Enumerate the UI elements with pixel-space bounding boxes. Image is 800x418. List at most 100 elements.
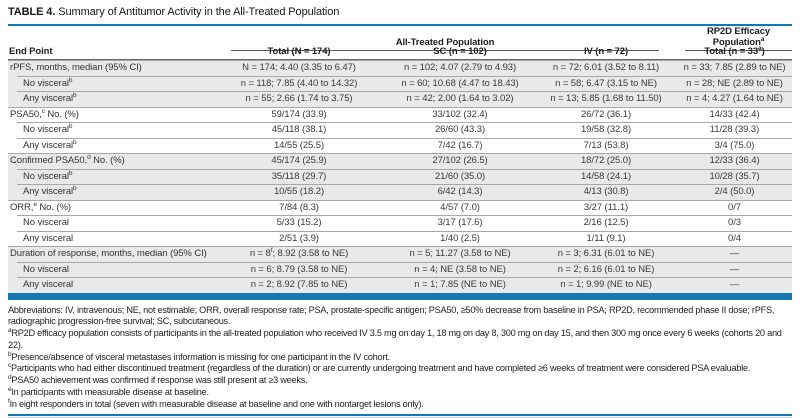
group-header-row: All-Treated Population RP2D Efficacy Pop… xyxy=(8,26,792,51)
row-value: 2/51 (3.9) xyxy=(279,232,319,244)
column-header-endpoint: End Point xyxy=(9,46,53,57)
group-header-rp2d: RP2D Efficacy Populationa xyxy=(685,26,792,51)
row-value: 26/60 (43.3) xyxy=(434,124,486,136)
row-value: n = 1; 7.85 (NE to NE) xyxy=(414,279,506,291)
row-value: 4/57 (7.0) xyxy=(440,201,480,213)
footnotes: Abbreviations: IV, intravenous; NE, not … xyxy=(8,305,792,411)
row-label: Confirmed PSA50,d No. (%) xyxy=(10,154,125,167)
row-value: 12/33 (36.4) xyxy=(709,155,760,167)
row-value: 3/17 (17.6) xyxy=(437,217,483,229)
row-value: 45/174 (25.9) xyxy=(271,155,327,167)
row-value: n = 4; 4.27 (1.64 to NE) xyxy=(686,93,783,105)
row-value: 27/102 (26.5) xyxy=(432,155,488,167)
row-value: n = 28; NE (2.89 to NE) xyxy=(686,77,783,89)
bottom-accent-bar xyxy=(8,292,792,300)
row-value: 6/42 (14.3) xyxy=(437,186,483,198)
row-value: — xyxy=(729,263,740,275)
table-body: rPFS, months, median (95% CI) N = 174; 4.… xyxy=(8,60,792,293)
column-header-row: End Point Total (N = 174) SC (n = 102) I… xyxy=(8,43,792,60)
row-value: 45/118 (38.1) xyxy=(271,124,327,136)
row-value: 3/4 (75.0) xyxy=(714,139,755,151)
footnote-line: eIn participants with measurable disease… xyxy=(8,386,209,398)
row-value: n = 1; 9.99 (NE to NE) xyxy=(560,279,652,291)
row-value: 2/16 (12.5) xyxy=(583,217,629,229)
summary-table: All-Treated Population RP2D Efficacy Pop… xyxy=(8,26,792,300)
table-row: No visceralb n = 118; 7.85 (4.40 to 14.32… xyxy=(8,75,792,91)
table-row: No visceralb 45/118 (38.1) 26/60 (43.3) 19/… xyxy=(8,122,792,138)
table-number: TABLE 4. xyxy=(8,6,56,18)
footnote-line: dPSA50 achievement was confirmed if resp… xyxy=(8,374,308,386)
table-row: Any visceralb n = 55; 2.66 (1.74 to 3.75)… xyxy=(8,91,792,107)
row-label: No visceralb xyxy=(23,169,73,182)
row-value: n = 2; 6.16 (6.01 to NE) xyxy=(557,263,655,275)
table-row: Confirmed PSA50,d No. (%) 45/174 (25.9) 27… xyxy=(8,153,792,169)
row-label: Any visceralb xyxy=(23,92,77,105)
column-header-iv: IV (n = 72) xyxy=(583,46,629,57)
row-value: 10/28 (35.7) xyxy=(709,170,760,182)
table-row: Any visceralb 10/55 (18.2) 6/42 (14.3) 4/13… xyxy=(8,184,792,200)
footnote-line: bPresence/absence of visceral metastases… xyxy=(8,350,390,362)
row-value: 2/4 (50.0) xyxy=(714,186,755,198)
row-value: 0/3 xyxy=(728,217,741,229)
row-value: n = 33; 7.85 (2.89 to NE) xyxy=(683,62,786,74)
row-value: 0/7 xyxy=(728,201,741,213)
column-header-total: Total (N = 174) xyxy=(267,46,331,57)
row-value: n = 8f; 8.92 (3.58 to NE) xyxy=(249,247,349,260)
table-row: rPFS, months, median (95% CI) N = 174; 4.… xyxy=(8,60,792,76)
row-value: 14/55 (25.5) xyxy=(273,139,325,151)
row-value: n = 13; 5.85 (1.68 to 11.50) xyxy=(550,93,662,105)
row-value: 0/4 xyxy=(728,232,741,244)
row-value: 7/84 (8.3) xyxy=(279,201,319,213)
row-value: 21/60 (35.0) xyxy=(434,170,486,182)
row-label: rPFS, months, median (95% CI) xyxy=(10,62,142,74)
row-value: n = 72; 6.01 (3.52 to 8.11) xyxy=(552,62,660,74)
row-label: No visceral xyxy=(23,263,69,275)
row-label: No visceralb xyxy=(23,123,73,136)
row-value: N = 174; 4.40 (3.35 to 6.47) xyxy=(242,62,356,74)
column-header-rp2d-total: Total (n = 33a) xyxy=(704,44,765,57)
row-value: n = 42; 2.00 (1.64 to 3.02) xyxy=(406,93,514,105)
table-row: Any visceral 2/51 (3.9) 1/40 (2.5) 1/11 (9.… xyxy=(8,230,792,246)
row-value: 7/13 (53.8) xyxy=(583,139,629,151)
row-value: n = 3; 6.31 (6.01 to NE) xyxy=(557,248,655,260)
footnote-line: fIn eight responders in total (seven wit… xyxy=(8,397,424,409)
row-label: Any visceralb xyxy=(23,138,77,151)
row-value: 14/33 (42.4) xyxy=(709,108,760,120)
table-row: Any visceralb 14/55 (25.5) 7/42 (16.7) 7/13… xyxy=(8,137,792,153)
row-label: Any visceral xyxy=(23,279,74,291)
row-value: 35/118 (29.7) xyxy=(271,170,327,182)
row-value: n = 2; 8.92 (7.85 to NE) xyxy=(250,279,348,291)
column-header-sc: SC (n = 102) xyxy=(433,46,487,57)
row-value: 7/42 (16.7) xyxy=(437,139,483,151)
row-value: n = 118; 7.85 (4.40 to 14.32) xyxy=(240,77,358,89)
row-value: n = 55; 2.66 (1.74 to 3.75) xyxy=(245,93,353,105)
row-value: — xyxy=(729,279,740,291)
group-header-all-treated: All-Treated Population xyxy=(231,37,659,51)
footnote-line: aRP2D efficacy population consists of pa… xyxy=(8,327,782,350)
row-value: 11/28 (39.3) xyxy=(709,124,760,136)
row-label: No visceral xyxy=(23,217,69,229)
table-row: ORR,e No. (%) 7/84 (8.3) 4/57 (7.0) 3/27 (1… xyxy=(8,199,792,215)
row-value: n = 6; 8.79 (3.58 to NE) xyxy=(250,263,348,275)
row-value: 5/33 (15.2) xyxy=(276,217,322,229)
row-value: 4/13 (30.8) xyxy=(583,186,629,198)
row-label: ORR,e No. (%) xyxy=(10,200,71,213)
footnote-line: Abbreviations: IV, intravenous; NE, not … xyxy=(8,304,775,327)
row-value: 10/55 (18.2) xyxy=(273,186,325,198)
row-value: 14/58 (24.1) xyxy=(580,170,632,182)
row-value: 19/58 (32.8) xyxy=(580,124,632,136)
row-value: n = 58; 6.47 (3.15 to NE) xyxy=(555,77,657,89)
footnote-line: cParticipants who had either discontinue… xyxy=(8,362,751,374)
table-row: No visceral n = 6; 8.79 (3.58 to NE) n = 4… xyxy=(8,261,792,277)
bottom-rule xyxy=(8,413,792,416)
top-accent-rule xyxy=(8,24,792,26)
row-label: Duration of response, months, median (95… xyxy=(10,248,207,260)
row-value: 59/174 (33.9) xyxy=(271,108,327,120)
row-value: 3/27 (11.1) xyxy=(583,201,629,213)
row-value: n = 102; 4.07 (2.79 to 4.93) xyxy=(403,62,517,74)
table-row: Duration of response, months, median (95… xyxy=(8,246,792,262)
row-value: 33/102 (32.4) xyxy=(432,108,488,120)
row-value: 18/72 (25.0) xyxy=(580,155,632,167)
table-row: Any visceral n = 2; 8.92 (7.85 to NE) n = … xyxy=(8,277,792,293)
row-value: 1/11 (9.1) xyxy=(586,232,626,244)
